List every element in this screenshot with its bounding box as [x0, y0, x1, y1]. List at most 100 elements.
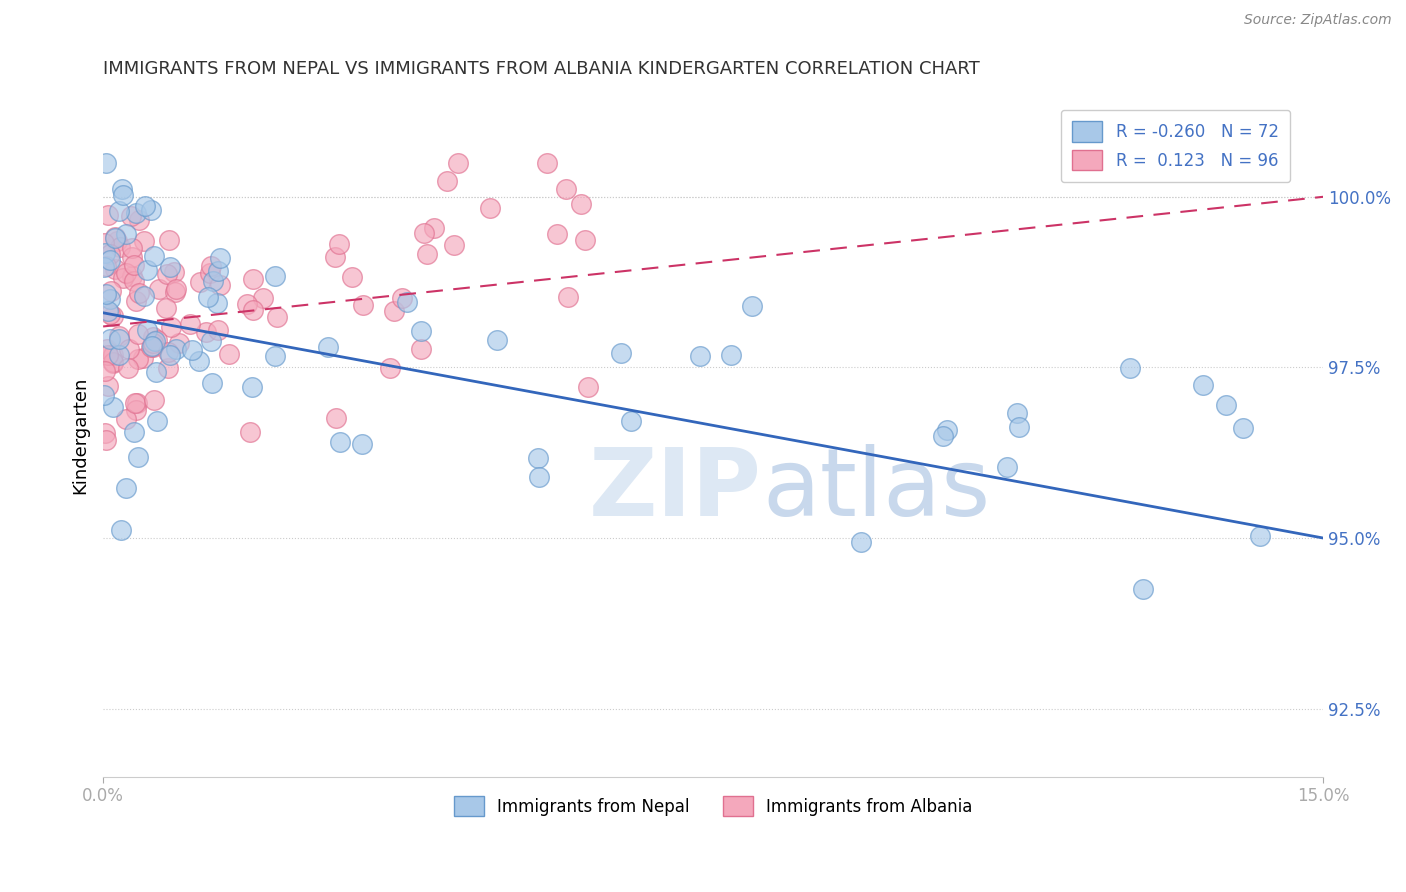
Point	[97, 379, 120, 393]
Point	[1192, 378, 1215, 392]
Point	[103, 310, 125, 324]
Point	[179, 317, 201, 331]
Point	[195, 326, 218, 340]
Point	[97, 304, 120, 318]
Point	[121, 269, 143, 284]
Point	[546, 227, 568, 241]
Point	[316, 340, 339, 354]
Point	[1132, 582, 1154, 596]
Point	[93, 364, 115, 378]
Point	[689, 349, 711, 363]
Point	[931, 429, 953, 443]
Point	[160, 319, 183, 334]
Point	[132, 235, 155, 249]
Point	[209, 251, 232, 265]
Point	[1232, 421, 1254, 435]
Legend: Immigrants from Nepal, Immigrants from Albania: Immigrants from Nepal, Immigrants from A…	[447, 789, 979, 823]
Point	[107, 348, 129, 362]
Point	[242, 271, 264, 285]
Point	[115, 266, 138, 280]
Point	[163, 285, 186, 299]
Point	[94, 246, 117, 260]
Point	[125, 293, 148, 308]
Point	[240, 380, 263, 394]
Point	[128, 286, 150, 301]
Point	[415, 247, 437, 261]
Point	[620, 414, 643, 428]
Point	[96, 155, 118, 169]
Point	[98, 253, 121, 268]
Point	[378, 361, 401, 376]
Point	[720, 348, 742, 362]
Point	[101, 348, 124, 362]
Point	[200, 259, 222, 273]
Point	[197, 290, 219, 304]
Point	[98, 292, 121, 306]
Point	[125, 402, 148, 417]
Point	[574, 233, 596, 247]
Point	[122, 425, 145, 440]
Point	[101, 356, 124, 370]
Point	[1119, 360, 1142, 375]
Point	[443, 238, 465, 252]
Point	[741, 299, 763, 313]
Point	[107, 332, 129, 346]
Point	[1008, 420, 1031, 434]
Point	[145, 365, 167, 379]
Point	[529, 470, 551, 484]
Point	[411, 342, 433, 356]
Point	[120, 210, 142, 224]
Point	[252, 291, 274, 305]
Point	[478, 201, 501, 215]
Point	[329, 434, 352, 449]
Point	[382, 304, 405, 318]
Point	[157, 233, 180, 247]
Point	[181, 343, 204, 357]
Point	[156, 344, 179, 359]
Point	[125, 206, 148, 220]
Point	[156, 361, 179, 376]
Point	[1249, 529, 1271, 543]
Point	[125, 396, 148, 410]
Y-axis label: Kindergarten: Kindergarten	[72, 377, 89, 494]
Point	[995, 459, 1018, 474]
Point	[569, 197, 592, 211]
Point	[167, 335, 190, 350]
Point	[97, 208, 120, 222]
Point	[264, 268, 287, 283]
Text: atlas: atlas	[762, 444, 990, 536]
Point	[1215, 398, 1237, 412]
Point	[325, 411, 347, 425]
Point	[207, 323, 229, 337]
Point	[146, 414, 169, 428]
Point	[131, 351, 153, 365]
Point	[141, 339, 163, 353]
Point	[239, 425, 262, 440]
Point	[391, 291, 413, 305]
Point	[93, 235, 115, 250]
Point	[447, 155, 470, 169]
Point	[104, 229, 127, 244]
Point	[576, 380, 599, 394]
Point	[94, 426, 117, 441]
Point	[132, 289, 155, 303]
Point	[111, 271, 134, 285]
Point	[352, 298, 374, 312]
Point	[188, 275, 211, 289]
Point	[98, 247, 121, 261]
Point	[1005, 406, 1028, 420]
Point	[108, 240, 131, 254]
Point	[96, 343, 118, 357]
Point	[115, 227, 138, 242]
Point	[145, 333, 167, 347]
Point	[187, 354, 209, 368]
Point	[98, 332, 121, 346]
Point	[610, 346, 633, 360]
Point	[163, 265, 186, 279]
Point	[121, 241, 143, 255]
Point	[127, 450, 149, 464]
Point	[536, 155, 558, 169]
Point	[127, 352, 149, 367]
Point	[114, 481, 136, 495]
Point	[111, 182, 134, 196]
